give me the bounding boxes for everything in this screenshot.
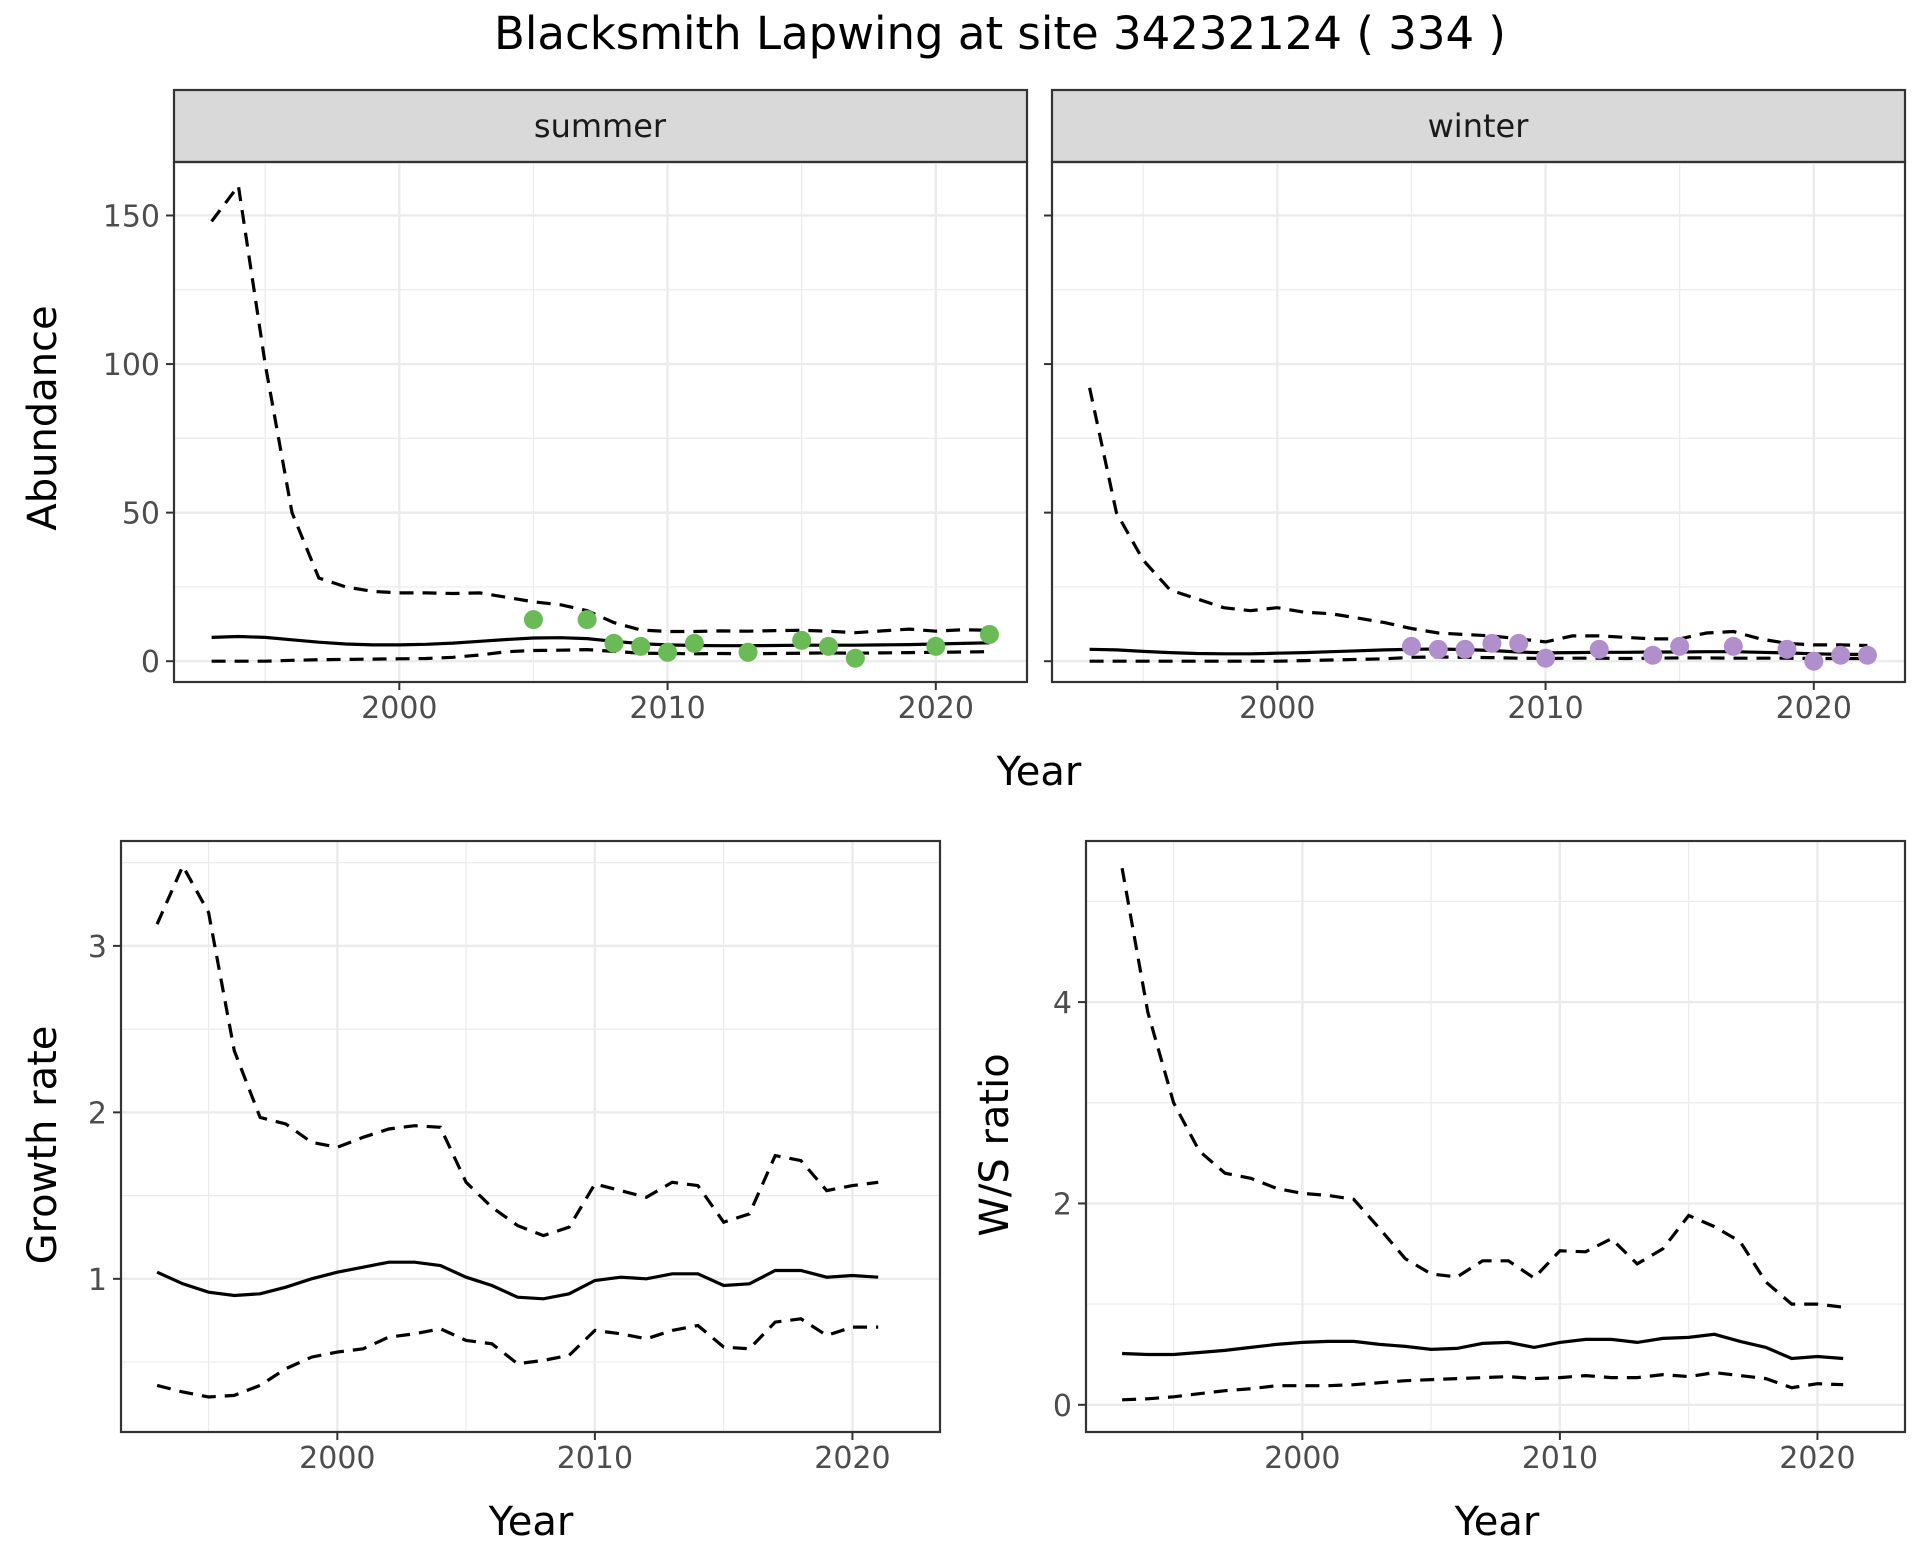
- winter-observation-point: [1428, 639, 1448, 659]
- winter-observation-point: [1455, 639, 1475, 659]
- growth-y-axis-title: Growth rate: [20, 1026, 66, 1265]
- growth-x-tick-label: 2010: [557, 1441, 633, 1476]
- winter-observation-point: [1777, 639, 1797, 659]
- winter-observation-point: [1401, 636, 1421, 656]
- growth-x-axis-title: Year: [488, 1499, 574, 1545]
- abundance-y-axis-title: Abundance: [20, 305, 66, 530]
- summer-x-tick-label: 2010: [629, 691, 705, 726]
- summer-y-tick-label: 150: [103, 199, 160, 234]
- winter-observation-point: [1589, 639, 1609, 659]
- chart-title: Blacksmith Lapwing at site 34232124 ( 33…: [494, 7, 1506, 60]
- ws-ratio-lower-ci-line: [1122, 1370, 1844, 1402]
- abundance-summer-facet: summer 2000 2010 2020 0 50 100 150: [103, 88, 1029, 726]
- winter-panel-border: [1050, 160, 1907, 684]
- summer-y-tick-label: 100: [103, 348, 160, 383]
- ws-ratio-y-tick-label: 2: [1053, 1187, 1072, 1222]
- abundance-summer-plot: 2000 2010 2020 0 50 100 150: [103, 160, 1029, 726]
- summer-observation-point: [845, 648, 865, 668]
- winter-observation-point: [1536, 648, 1556, 668]
- winter-upper-ci-line: [1088, 387, 1868, 648]
- ws-ratio-y-tick-label: 0: [1053, 1389, 1072, 1424]
- summer-upper-ci-line: [210, 181, 990, 635]
- growth-y-tick-label: 2: [88, 1096, 107, 1131]
- facet-label-summer: summer: [534, 107, 667, 145]
- winter-observation-point: [1804, 651, 1824, 671]
- winter-observation-point: [1670, 636, 1690, 656]
- growth-mean-line: [156, 1260, 879, 1301]
- abundance-panel: summer 2000 2010 2020 0 50 100 150 winter 2000…: [20, 88, 1907, 795]
- summer-x-tick-label: 2020: [898, 691, 974, 726]
- facet-label-winter: winter: [1428, 107, 1530, 145]
- summer-x-tick-label: 2000: [361, 691, 437, 726]
- summer-panel-border: [172, 160, 1029, 684]
- summer-observation-point: [819, 636, 839, 656]
- growth-panel: 2000 2010 2020 1 2 3 Growth rate Year: [20, 839, 942, 1545]
- growth-plot: 2000 2010 2020 1 2 3: [88, 839, 942, 1476]
- winter-observation-point: [1831, 645, 1851, 665]
- winter-lower-ci-line: [1089, 655, 1868, 663]
- winter-x-tick-label: 2010: [1507, 691, 1583, 726]
- summer-observation-point: [604, 633, 624, 653]
- ws-ratio-x-tick-label: 2000: [1264, 1441, 1340, 1476]
- summer-observation-point: [926, 636, 946, 656]
- summer-observation-point: [577, 610, 597, 630]
- summer-y-tick-label: 50: [122, 497, 160, 532]
- summer-observation-point: [631, 636, 651, 656]
- ws-ratio-panel-border: [1084, 839, 1907, 1434]
- winter-observation-point: [1482, 633, 1502, 653]
- ws-ratio-upper-ci-line: [1120, 867, 1844, 1309]
- summer-observation-point: [979, 624, 999, 644]
- summer-y-tick-label: 0: [141, 645, 160, 680]
- ws-ratio-plot: 2000 2010 2020 0 2 4: [1053, 839, 1907, 1476]
- winter-observation-point: [1723, 636, 1743, 656]
- growth-y-tick-label: 1: [88, 1263, 107, 1298]
- winter-x-tick-label: 2020: [1776, 691, 1852, 726]
- summer-observation-point: [523, 610, 543, 630]
- ws-ratio-x-tick-label: 2020: [1779, 1441, 1855, 1476]
- winter-observation-point: [1643, 645, 1663, 665]
- ws-ratio-mean-line: [1122, 1332, 1844, 1361]
- growth-x-tick-label: 2020: [814, 1441, 890, 1476]
- winter-observation-point: [1509, 633, 1529, 653]
- ws-ratio-y-tick-label: 4: [1053, 986, 1072, 1021]
- summer-mean-line: [211, 634, 990, 648]
- growth-lower-ci-line: [156, 1317, 879, 1399]
- ws-ratio-y-axis-title: W/S ratio: [972, 1053, 1018, 1236]
- abundance-x-axis-title: Year: [996, 749, 1082, 795]
- ws-ratio-panel: 2000 2010 2020 0 2 4 W/S ratio Year: [972, 839, 1907, 1545]
- abundance-winter-facet: winter 2000 2010 2020: [1044, 88, 1907, 726]
- ws-ratio-x-axis-title: Year: [1454, 1499, 1540, 1545]
- summer-observation-point: [738, 642, 758, 662]
- ws-ratio-x-tick-label: 2010: [1522, 1441, 1598, 1476]
- growth-y-tick-label: 3: [88, 930, 107, 965]
- winter-observation-point: [1857, 645, 1877, 665]
- summer-observation-point: [792, 630, 812, 650]
- facet-strip-summer: [172, 88, 1029, 164]
- growth-panel-border: [119, 839, 942, 1434]
- summer-observation-point: [684, 633, 704, 653]
- summer-observation-point: [658, 642, 678, 662]
- winter-x-tick-label: 2000: [1239, 691, 1315, 726]
- growth-upper-ci-line: [155, 862, 879, 1238]
- growth-x-tick-label: 2000: [299, 1441, 375, 1476]
- abundance-winter-plot: 2000 2010 2020: [1044, 160, 1907, 726]
